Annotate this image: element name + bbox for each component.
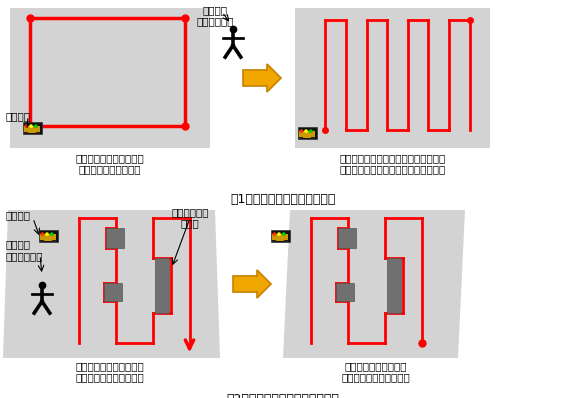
- Bar: [30, 18, 185, 126]
- Circle shape: [25, 125, 28, 127]
- Bar: [311, 137, 315, 139]
- Bar: [272, 234, 288, 241]
- Bar: [387, 258, 400, 313]
- Circle shape: [41, 233, 43, 235]
- Bar: [104, 283, 122, 301]
- Bar: [24, 126, 40, 133]
- Circle shape: [300, 130, 302, 132]
- Bar: [38, 230, 57, 242]
- Text: ロボット
オペレーター: ロボット オペレーター: [5, 239, 42, 261]
- Text: 指定した走行ルートを
自動で繰り返し走行する: 指定した走行ルートを 自動で繰り返し走行する: [342, 361, 410, 382]
- Text: ロボット内蔵コンピュータが解析した
走行ルートを自動で繰り返し走行する: ロボット内蔵コンピュータが解析した 走行ルートを自動で繰り返し走行する: [339, 153, 446, 175]
- Circle shape: [305, 130, 307, 132]
- Text: ロボット
オペレーター: ロボット オペレーター: [196, 5, 234, 27]
- Bar: [10, 8, 210, 148]
- Bar: [336, 283, 354, 301]
- Bar: [105, 228, 123, 248]
- Circle shape: [273, 233, 275, 235]
- Text: ロボットオペレーターが
手動で施工範囲を指定: ロボットオペレーターが 手動で施工範囲を指定: [75, 153, 144, 175]
- Bar: [36, 132, 40, 134]
- Text: ロボット: ロボット: [5, 210, 30, 220]
- Bar: [154, 258, 168, 313]
- Bar: [24, 132, 28, 134]
- Circle shape: [51, 233, 53, 235]
- Polygon shape: [243, 64, 281, 92]
- Text: ロボット: ロボット: [5, 111, 30, 121]
- Bar: [40, 234, 56, 241]
- Circle shape: [46, 233, 48, 235]
- Bar: [299, 137, 303, 139]
- Bar: [272, 240, 276, 242]
- Text: ロボットオペレーターが
手動で走行ルートを指定: ロボットオペレーターが 手動で走行ルートを指定: [75, 361, 144, 382]
- Text: 図2　走行ルートを指定する方式: 図2 走行ルートを指定する方式: [226, 393, 339, 398]
- Circle shape: [30, 125, 32, 127]
- Polygon shape: [233, 270, 271, 298]
- Bar: [52, 240, 56, 242]
- Polygon shape: [283, 210, 465, 358]
- Bar: [299, 131, 315, 138]
- Bar: [295, 8, 490, 148]
- Text: 図1　走行範囲を指定する方式: 図1 走行範囲を指定する方式: [230, 193, 336, 206]
- Polygon shape: [3, 210, 220, 358]
- Circle shape: [283, 233, 285, 235]
- Circle shape: [278, 233, 280, 235]
- Bar: [270, 230, 289, 242]
- Circle shape: [35, 125, 37, 127]
- Text: 柱や壁などの
障害物: 柱や壁などの 障害物: [171, 207, 209, 228]
- Bar: [40, 240, 44, 242]
- Circle shape: [310, 130, 312, 132]
- Bar: [337, 228, 355, 248]
- Bar: [23, 122, 42, 134]
- Bar: [284, 240, 288, 242]
- Bar: [297, 127, 316, 139]
